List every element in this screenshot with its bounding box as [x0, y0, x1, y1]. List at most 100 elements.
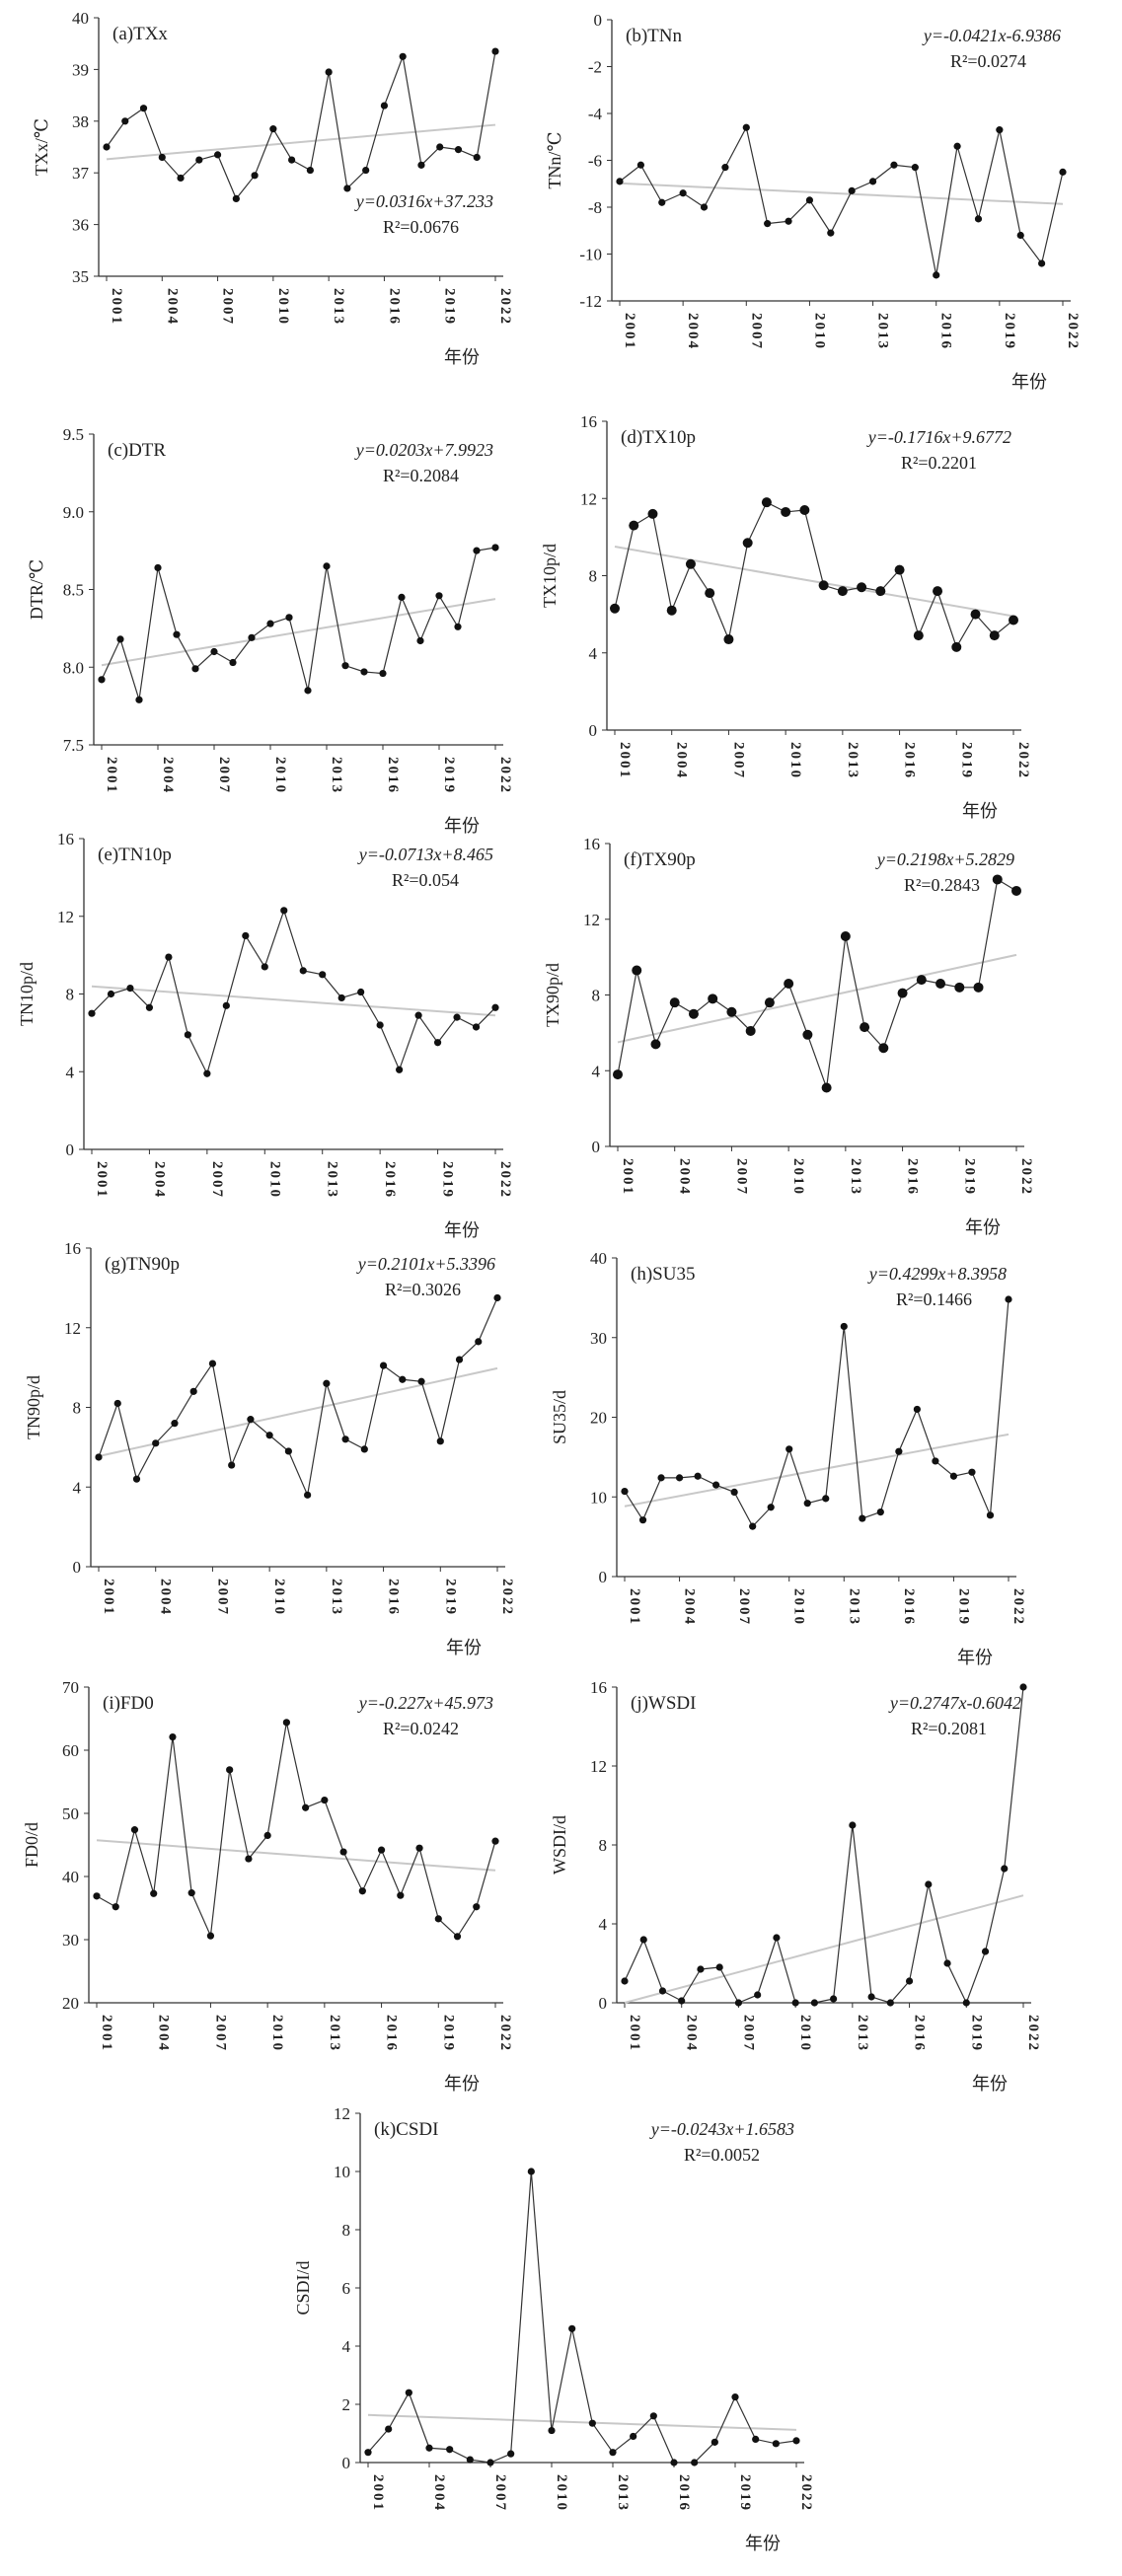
x-tick-label: 2001 [627, 2015, 642, 2052]
data-point [208, 1360, 217, 1367]
y-tick-label: 16 [580, 412, 597, 431]
data-point [726, 1006, 737, 1017]
x-tick-label: 2007 [730, 742, 746, 779]
r-squared: R²=0.2084 [383, 466, 459, 485]
data-point [767, 1504, 775, 1511]
data-point [472, 1023, 481, 1031]
data-point [364, 2449, 372, 2457]
data-point [609, 2449, 617, 2457]
data-point [802, 1029, 813, 1040]
data-point [895, 1447, 903, 1455]
data-point [358, 1887, 366, 1895]
y-tick-label: 16 [583, 835, 600, 853]
x-tick-label: 2001 [109, 288, 124, 326]
x-tick-label: 2022 [497, 757, 513, 794]
x-tick-label: 2016 [386, 288, 402, 326]
data-point [878, 1043, 889, 1054]
data-point [112, 1903, 119, 1911]
panel-title: (f)TX90p [624, 849, 696, 870]
y-tick-label: 8 [589, 567, 598, 586]
data-point [177, 174, 185, 183]
data-point [145, 1003, 154, 1011]
y-axis-label: TN90p/d [24, 1375, 43, 1439]
data-point [473, 1903, 481, 1911]
y-tick-label: 4 [599, 1915, 608, 1934]
data-point [171, 1420, 179, 1428]
data-point [636, 161, 644, 169]
data-point [669, 997, 680, 1008]
data-point [772, 2440, 780, 2448]
y-tick-label: 9.5 [63, 425, 84, 444]
x-tick-label: 2016 [912, 2015, 928, 2052]
x-tick-label: 2001 [622, 313, 637, 350]
data-point [970, 609, 981, 620]
y-tick-label: 38 [72, 112, 89, 131]
y-tick-label: 8.0 [63, 658, 84, 677]
y-axis-label: TNn/℃ [545, 131, 564, 188]
y-tick-label: 0 [592, 1138, 601, 1156]
data-point [785, 1445, 793, 1453]
data-point [232, 194, 240, 202]
y-tick-label: 2 [342, 2395, 351, 2414]
data-point [818, 580, 829, 591]
chart-panel-8: 20 30 40 50 60 70 2001 2004 2007 2010 2013 2016 2019… [10, 1669, 543, 2116]
r-squared: R²=0.0676 [383, 217, 459, 237]
data-point [113, 1399, 121, 1408]
data-point [784, 978, 794, 989]
data-point [954, 982, 965, 993]
x-tick-label: 2007 [209, 1161, 225, 1199]
y-tick-label: 0 [589, 721, 598, 740]
y-tick-label: 10 [590, 1488, 607, 1507]
x-tick-label: 2007 [733, 1158, 749, 1196]
x-axis-label: 年份 [444, 2074, 480, 2094]
data-point [398, 593, 406, 601]
y-tick-label: 6 [342, 2279, 351, 2298]
y-tick-label: 8 [592, 987, 601, 1005]
data-point [700, 203, 709, 211]
data-point [933, 586, 943, 597]
x-tick-label: 2007 [212, 2015, 228, 2052]
x-tick-label: 2007 [748, 313, 764, 350]
y-tick-label: 30 [62, 1931, 79, 1950]
x-tick-label: 2001 [101, 1579, 116, 1616]
data-point [263, 1831, 271, 1839]
trend-line [96, 1839, 496, 1872]
data-point [453, 1933, 462, 1941]
data-point [868, 178, 877, 185]
y-tick-label: 8 [599, 1836, 608, 1855]
y-tick-label: 9.0 [63, 503, 84, 522]
y-tick-label: 0 [73, 1558, 82, 1577]
chart-svg: 20 30 40 50 60 70 2001 2004 2007 2010 2013 2016 2019… [22, 1678, 513, 2094]
panel-title: (j)WSDI [631, 1693, 696, 1714]
panel-title: (e)TN10p [98, 845, 172, 865]
y-tick-label: 37 [72, 164, 90, 183]
data-point [658, 1987, 667, 1995]
data-point [357, 988, 365, 996]
data-point [949, 1472, 958, 1480]
data-point [319, 971, 327, 979]
trend-line [624, 1433, 1010, 1508]
x-tick-label: 2010 [266, 1161, 282, 1199]
data-point [323, 1379, 331, 1387]
data-point [399, 52, 407, 60]
x-tick-label: 2016 [905, 1158, 921, 1196]
data-point [711, 2438, 718, 2446]
data-point [284, 1447, 292, 1455]
x-tick-label: 2001 [104, 757, 119, 794]
y-tick-label: 0 [599, 1568, 608, 1586]
x-tick-label: 2001 [94, 1161, 110, 1199]
data-point [130, 1826, 139, 1834]
x-tick-label: 2019 [737, 2474, 753, 2512]
trend-equation: y=0.2101x+5.3396 [356, 1254, 495, 1274]
y-tick-label: 12 [590, 1757, 607, 1776]
data-point [184, 1031, 191, 1039]
data-point [385, 2425, 393, 2433]
data-point [226, 1766, 234, 1774]
y-tick-label: 20 [590, 1409, 607, 1428]
x-axis-label: 年份 [745, 2534, 781, 2553]
data-point [269, 125, 277, 133]
data-point [886, 1999, 894, 2007]
chart-svg: 0 4 8 12 16 2001 2004 2007 2010 2013 2016 2019 2022 (… [540, 412, 1031, 821]
y-tick-label: 4 [66, 1063, 75, 1081]
x-tick-label: 2001 [617, 742, 633, 779]
